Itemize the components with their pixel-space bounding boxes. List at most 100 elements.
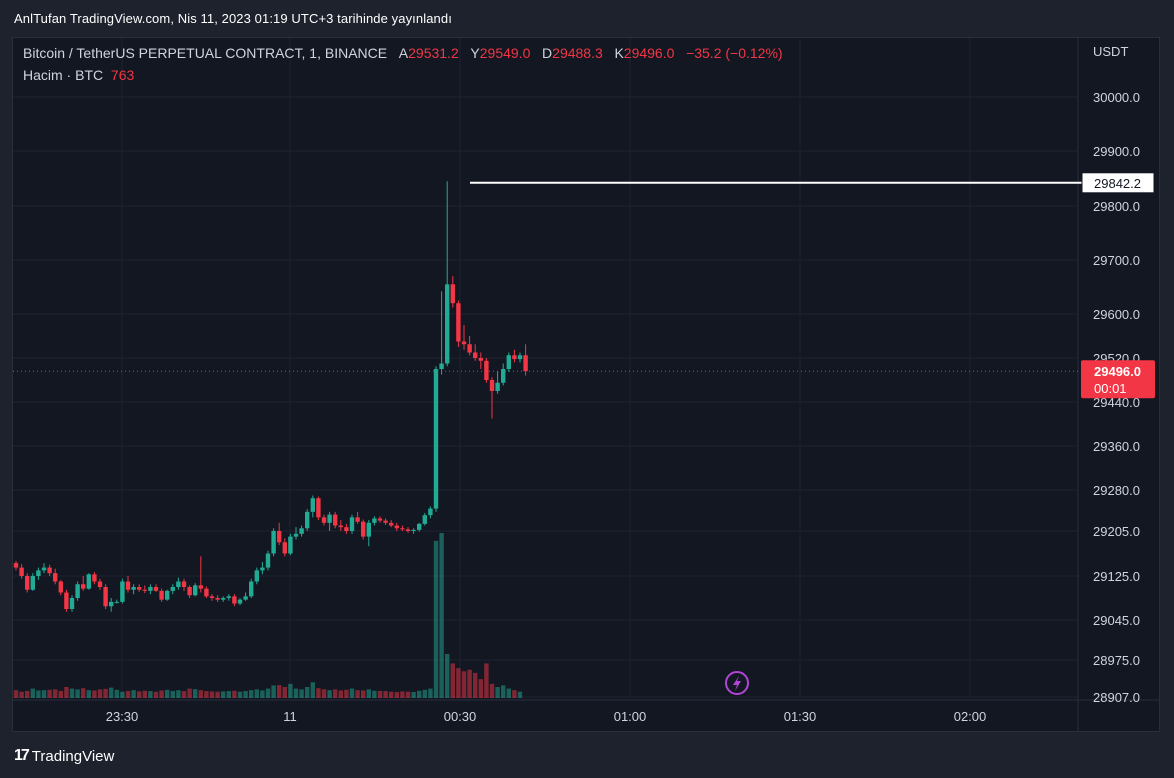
volume-bar: [249, 690, 254, 698]
candle-body: [92, 574, 97, 582]
candle-body: [349, 517, 355, 531]
open-value: 29531.2: [408, 45, 459, 61]
ohlc-legend: Bitcoin / TetherUS PERPETUAL CONTRACT, 1…: [23, 45, 783, 61]
candle-body: [176, 581, 181, 587]
chart-pane[interactable]: [12, 37, 1160, 732]
candle-body: [389, 522, 394, 526]
change-value: −35.2 (−0.12%): [686, 45, 783, 61]
volume-bar: [361, 690, 366, 698]
volume-bar: [81, 688, 86, 698]
volume-bar: [237, 691, 243, 698]
volume-bar: [25, 690, 30, 698]
volume-bar: [338, 690, 343, 698]
volume-bar: [450, 663, 455, 698]
volume-bar: [400, 691, 405, 698]
volume-bar: [131, 690, 136, 698]
volume-bar: [170, 690, 175, 698]
time-tick-label: 02:00: [954, 709, 987, 724]
candle-body: [53, 573, 58, 582]
candle-body: [450, 284, 455, 304]
volume-bar: [321, 689, 327, 698]
volume-bar: [344, 689, 349, 698]
volume-bar: [47, 689, 52, 698]
volume-bar: [355, 690, 360, 698]
volume-bar: [137, 691, 142, 698]
volume-bar: [114, 689, 119, 698]
tradingview-logo[interactable]: 17 TradingView: [14, 747, 114, 765]
volume-bar: [226, 691, 231, 698]
candle-body: [125, 581, 131, 590]
price-tick-label: 29900.0: [1093, 144, 1140, 159]
volume-bar: [75, 689, 80, 698]
volume-bar: [495, 687, 500, 698]
candle-body: [109, 601, 114, 607]
price-tick-label: 29440.0: [1093, 395, 1140, 410]
symbol-title[interactable]: Bitcoin / TetherUS PERPETUAL CONTRACT, 1…: [23, 45, 388, 61]
candle-body: [299, 528, 304, 534]
volume-bar: [232, 690, 237, 698]
candle-body: [383, 520, 388, 523]
candle-body: [25, 576, 30, 590]
candle-body: [47, 567, 52, 574]
volume-bar: [165, 689, 170, 698]
last-price-badge: [1081, 360, 1155, 399]
candle-body: [215, 598, 220, 600]
candle-body: [19, 567, 24, 576]
candle-body: [153, 587, 159, 591]
volume-bar: [461, 671, 467, 698]
volume-bar: [512, 690, 517, 698]
last-price-text: 29496.0: [1094, 364, 1141, 379]
price-tick-label: 28975.0: [1093, 653, 1140, 668]
candle-body: [467, 344, 472, 353]
candle-body: [355, 517, 360, 522]
candle-body: [310, 498, 315, 512]
price-tick-label: 29205.0: [1093, 524, 1140, 539]
volume-bar: [417, 690, 422, 698]
horizontal-line-price-badge: [1081, 172, 1155, 194]
volume-bar: [265, 688, 271, 698]
volume-value: 763: [110, 67, 135, 83]
candle-body: [288, 536, 293, 554]
volume-bar: [109, 687, 114, 698]
volume-label[interactable]: Hacim · BTC: [23, 67, 104, 83]
volume-bar: [478, 679, 483, 698]
volume-bar: [30, 688, 35, 698]
candle-body: [484, 360, 489, 380]
candle-body: [277, 531, 282, 543]
candle-body: [120, 581, 125, 602]
volume-bar: [299, 689, 304, 698]
candle-body: [181, 581, 187, 587]
countdown-text: 00:01: [1094, 381, 1127, 396]
candle-body: [226, 596, 231, 598]
candle-body: [148, 587, 153, 591]
brand-name: TradingView: [31, 747, 115, 765]
price-tick-label: 29125.0: [1093, 569, 1140, 584]
price-tick-label: 29280.0: [1093, 483, 1140, 498]
volume-bar: [310, 682, 315, 698]
volume-bar: [277, 685, 282, 698]
volume-bar: [209, 691, 215, 698]
candle-body: [305, 511, 310, 529]
candle-body: [187, 587, 192, 596]
candle-body: [249, 581, 254, 597]
volume-bar: [316, 688, 321, 698]
volume-bar: [86, 690, 91, 698]
candle-body: [142, 589, 147, 591]
candle-body: [506, 355, 511, 369]
volume-bar: [456, 668, 461, 698]
volume-legend: Hacim · BTC 763: [23, 67, 134, 83]
volume-bar: [254, 689, 259, 698]
volume-bar: [439, 533, 444, 698]
volume-bar: [125, 690, 131, 698]
volume-bar: [19, 691, 24, 698]
candle-body: [204, 588, 209, 597]
volume-bar: [489, 683, 495, 698]
volume-bar: [282, 687, 287, 698]
volume-bar: [159, 690, 164, 698]
volume-bar: [506, 688, 511, 698]
candle-body: [221, 598, 226, 600]
volume-bar: [221, 691, 226, 698]
candle-body: [377, 518, 383, 521]
lightning-icon[interactable]: [725, 671, 749, 695]
